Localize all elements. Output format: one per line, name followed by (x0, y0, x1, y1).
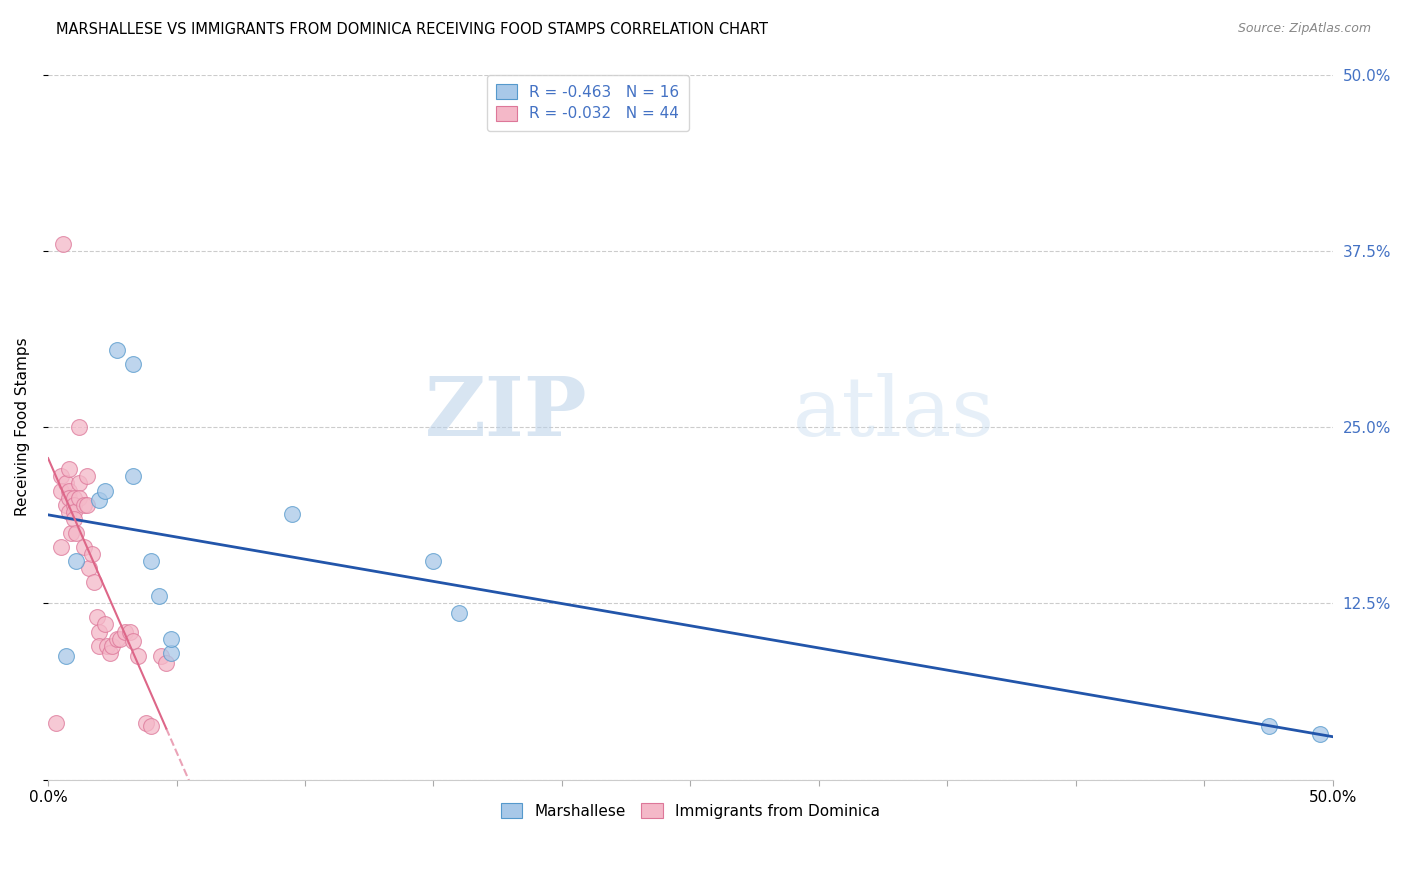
Point (107, 343, 129, 357)
Point (49, 469, 72, 483)
Point (93, 617, 115, 632)
Point (49, 540, 72, 554)
Point (1257, 719, 1279, 733)
Point (83, 575, 105, 590)
Point (422, 554, 444, 568)
Point (73, 498, 96, 512)
Point (45, 716, 67, 731)
Point (155, 656, 177, 670)
Point (120, 624, 142, 639)
Point (89, 639, 111, 653)
Point (55, 648, 77, 663)
Point (101, 639, 124, 653)
Point (449, 606, 471, 620)
Point (77, 561, 100, 575)
Point (62, 491, 84, 505)
Point (62, 505, 84, 519)
Point (65, 554, 87, 568)
Legend: Marshallese, Immigrants from Dominica: Marshallese, Immigrants from Dominica (495, 797, 886, 825)
Point (98, 646, 121, 660)
Point (160, 632, 183, 646)
Point (62, 512, 84, 526)
Point (76, 469, 98, 483)
Point (73, 540, 96, 554)
Point (67, 491, 90, 505)
Text: atlas: atlas (793, 373, 995, 453)
Point (58, 505, 80, 519)
Point (135, 716, 157, 731)
Point (86, 610, 108, 624)
Point (160, 646, 183, 660)
Point (121, 469, 143, 483)
Point (121, 357, 143, 371)
Point (58, 462, 80, 476)
Point (49, 483, 72, 498)
Point (89, 493, 111, 508)
Point (127, 648, 149, 663)
Point (148, 589, 170, 603)
Point (67, 420, 90, 434)
Point (121, 634, 143, 648)
Point (58, 483, 80, 498)
Point (150, 648, 173, 663)
Point (93, 483, 115, 498)
Text: Source: ZipAtlas.com: Source: ZipAtlas.com (1237, 22, 1371, 36)
Point (52, 236, 75, 251)
Point (76, 498, 98, 512)
Point (62, 498, 84, 512)
Point (1309, 727, 1331, 741)
Text: MARSHALLESE VS IMMIGRANTS FROM DOMINICA RECEIVING FOOD STAMPS CORRELATION CHART: MARSHALLESE VS IMMIGRANTS FROM DOMINICA … (56, 22, 768, 37)
Point (58, 491, 80, 505)
Text: ZIP: ZIP (425, 373, 588, 453)
Point (60, 525, 83, 540)
Point (89, 624, 111, 639)
Point (108, 632, 131, 646)
Point (139, 554, 162, 568)
Y-axis label: Receiving Food Stamps: Receiving Food Stamps (15, 338, 30, 516)
Point (139, 719, 162, 733)
Point (107, 632, 129, 646)
Point (65, 525, 87, 540)
Point (281, 508, 304, 522)
Point (96, 639, 118, 653)
Point (55, 476, 77, 491)
Point (55, 498, 77, 512)
Point (67, 476, 90, 491)
Point (114, 624, 136, 639)
Point (80, 547, 103, 561)
